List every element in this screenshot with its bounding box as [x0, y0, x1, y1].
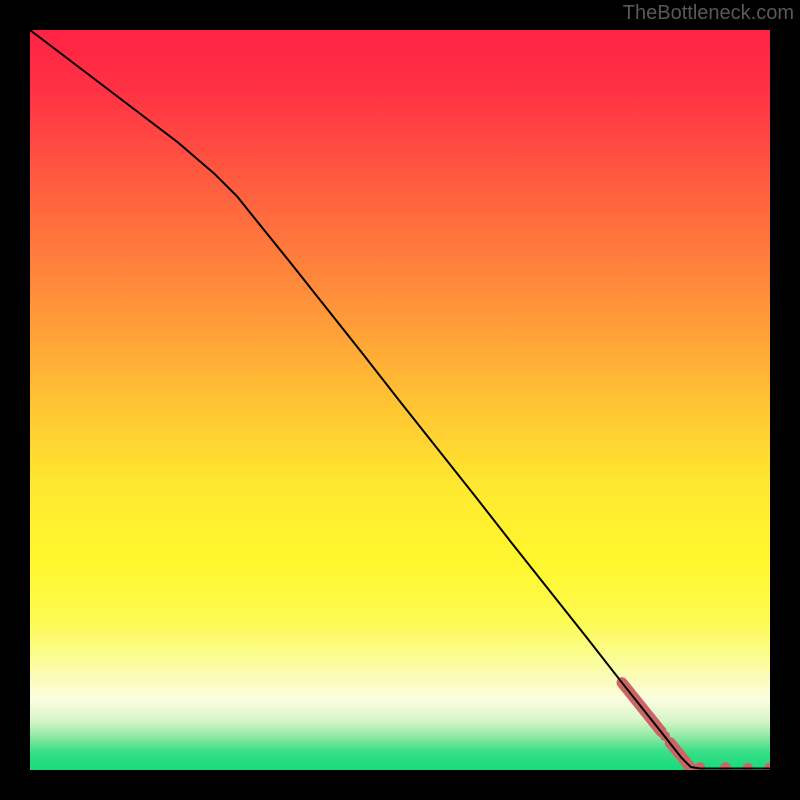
chart-plot-area — [30, 30, 770, 770]
chart-svg — [30, 30, 770, 770]
watermark-text: TheBottleneck.com — [623, 2, 794, 25]
